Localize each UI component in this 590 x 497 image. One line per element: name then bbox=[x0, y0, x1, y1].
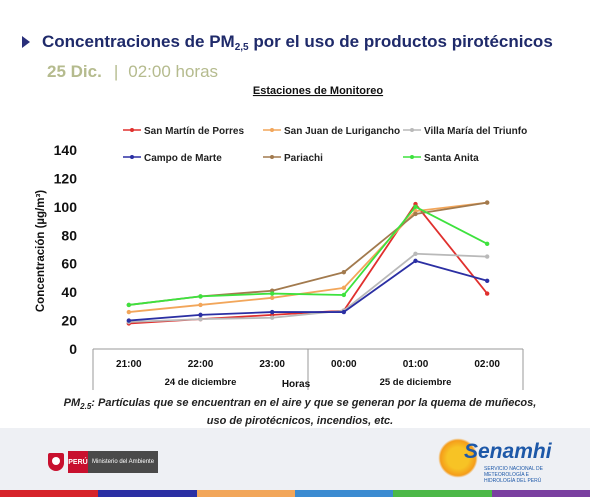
y-tick-label: 80 bbox=[61, 227, 77, 243]
data-point bbox=[126, 318, 132, 323]
legend-marker bbox=[270, 155, 274, 159]
sun-icon bbox=[438, 438, 478, 478]
series-line bbox=[128, 203, 488, 325]
chart-title: Estaciones de Monitoreo bbox=[253, 85, 383, 97]
data-point bbox=[198, 312, 203, 318]
data-point bbox=[341, 270, 347, 275]
minam-name-label: Ministerio del Ambiente bbox=[88, 451, 158, 473]
y-tick-label: 40 bbox=[61, 284, 77, 300]
x-tick-label: 21:00 bbox=[116, 359, 142, 370]
series-line bbox=[128, 259, 488, 322]
y-tick-label: 120 bbox=[54, 170, 78, 186]
legend-label: Villa María del Triunfo bbox=[424, 126, 527, 137]
minam-logo: PERÚ Ministerio del Ambiente bbox=[48, 450, 158, 474]
senamhi-subtitle: SERVICIO NACIONAL DE METEOROLOGÍA E HIDR… bbox=[484, 466, 543, 484]
x-axis-label: Horas bbox=[282, 379, 311, 390]
x-tick-label: 22:00 bbox=[188, 359, 214, 370]
footer-color-segment bbox=[196, 490, 295, 497]
slide-title: Concentraciones de PM2,5 por el uso de p… bbox=[42, 31, 553, 53]
x-tick-label: 01:00 bbox=[403, 359, 429, 370]
legend-label: Campo de Marte bbox=[144, 153, 222, 164]
data-point bbox=[484, 200, 490, 205]
series-line bbox=[128, 205, 488, 306]
legend-marker bbox=[410, 128, 414, 132]
minam-country-label: PERÚ bbox=[68, 451, 88, 473]
data-point bbox=[269, 315, 275, 320]
footer-color-segment bbox=[0, 490, 99, 497]
senamhi-logo: Senamhi SERVICIO NACIONAL DE METEOROLOGÍ… bbox=[436, 432, 552, 486]
series-line bbox=[128, 201, 488, 313]
footer-color-segment bbox=[393, 490, 492, 497]
x-tick-label: 00:00 bbox=[331, 359, 357, 370]
data-point bbox=[413, 251, 418, 256]
footnote: PM2.5: Partículas que se encuentran en e… bbox=[63, 397, 537, 428]
footer-color-segment bbox=[491, 490, 590, 497]
data-point bbox=[413, 258, 418, 264]
data-point bbox=[126, 302, 132, 308]
data-point bbox=[341, 292, 347, 298]
legend-marker bbox=[270, 128, 274, 132]
y-tick-label: 100 bbox=[54, 199, 78, 215]
triangle-bullet-icon bbox=[22, 36, 30, 48]
data-point bbox=[341, 309, 347, 315]
legend-label: Santa Anita bbox=[424, 153, 479, 164]
data-point bbox=[198, 316, 203, 322]
footer-color-bar bbox=[0, 490, 590, 497]
footer-color-segment bbox=[98, 490, 197, 497]
y-tick-label: 60 bbox=[61, 256, 77, 272]
data-point bbox=[484, 254, 490, 259]
data-point bbox=[484, 291, 490, 296]
data-point bbox=[126, 309, 132, 315]
x-tick-label: 02:00 bbox=[474, 359, 500, 370]
date-label: 25 Dic. bbox=[47, 62, 102, 81]
data-point bbox=[484, 278, 490, 283]
peru-shield-icon bbox=[48, 453, 64, 471]
senamhi-wordmark: Senamhi bbox=[464, 440, 552, 463]
data-point bbox=[269, 309, 275, 315]
legend-label: San Martín de Porres bbox=[144, 126, 244, 137]
y-axis-label: Concentración (µg/m³) bbox=[35, 190, 47, 312]
title-row: Concentraciones de PM2,5 por el uso de p… bbox=[22, 31, 553, 53]
date-time-subtitle: 25 Dic. | 02:00 horas bbox=[47, 62, 218, 82]
legend-marker bbox=[130, 128, 134, 132]
x-tick-label: 23:00 bbox=[259, 359, 285, 370]
data-point bbox=[269, 291, 275, 296]
series-line bbox=[128, 252, 488, 323]
y-tick-label: 0 bbox=[69, 341, 77, 357]
data-point bbox=[269, 295, 275, 301]
data-point bbox=[198, 302, 203, 308]
footer-color-segment bbox=[294, 490, 394, 497]
y-tick-label: 20 bbox=[61, 313, 77, 329]
data-point bbox=[198, 294, 203, 299]
legend-label: San Juan de Lurigancho bbox=[284, 126, 400, 137]
data-point bbox=[413, 211, 418, 217]
legend-marker bbox=[410, 155, 414, 159]
x-date-group-label: 24 de diciembre bbox=[165, 377, 237, 388]
data-point bbox=[484, 241, 490, 247]
time-label: 02:00 horas bbox=[128, 62, 219, 81]
y-tick-label: 140 bbox=[54, 142, 78, 158]
data-point bbox=[413, 204, 418, 210]
x-date-group-label: 25 de diciembre bbox=[380, 377, 452, 388]
legend-marker bbox=[130, 155, 134, 159]
legend-label: Pariachi bbox=[284, 153, 323, 164]
pm25-line-chart: Estaciones de Monitoreo San Martín de Por… bbox=[35, 85, 527, 390]
subtitle-separator: | bbox=[113, 62, 119, 81]
data-point bbox=[341, 285, 347, 291]
